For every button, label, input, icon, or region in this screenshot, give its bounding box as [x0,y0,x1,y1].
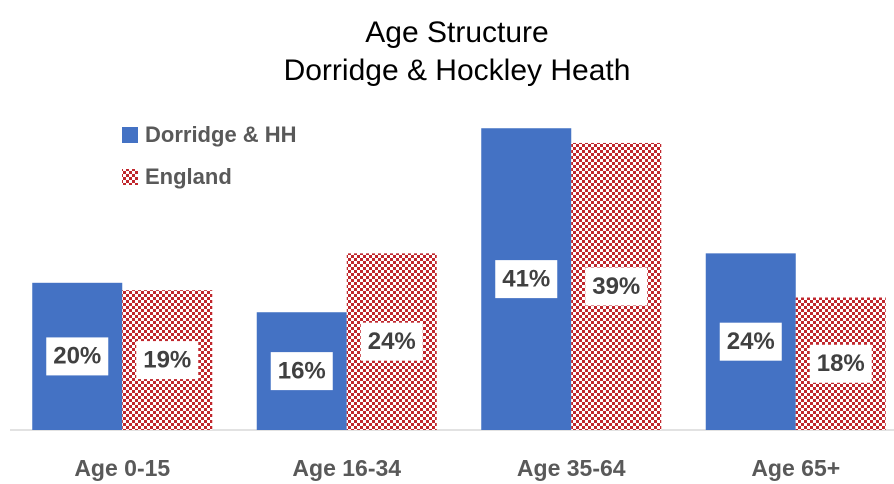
label-bg [360,322,423,361]
label-bg [270,352,333,391]
label-bg [46,337,109,376]
legend-label: Dorridge & HH [145,122,297,147]
data-label: 41% [502,265,550,292]
data-label: 20% [53,343,101,370]
data-label: 39% [592,273,640,300]
x-tick-label: Age 65+ [751,455,840,481]
data-label: 18% [817,350,865,377]
label-bg [809,344,872,383]
data-label: 16% [278,357,326,384]
x-tick-label: Age 35-64 [517,455,626,481]
label-bg [585,267,648,306]
label-bg [719,322,782,361]
x-tick-label: Age 0-15 [74,455,170,481]
chart-title: Dorridge & Hockley Heath [284,54,631,87]
label-bg [136,341,199,380]
data-label: 19% [143,346,191,373]
legend-swatch [122,127,138,143]
legend-label: England [145,164,232,189]
chart-title: Age Structure [365,16,548,49]
x-tick-label: Age 16-34 [292,455,401,481]
legend-swatch [122,169,138,185]
label-bg [495,260,558,299]
data-label: 24% [727,328,775,355]
data-label: 24% [368,328,416,355]
